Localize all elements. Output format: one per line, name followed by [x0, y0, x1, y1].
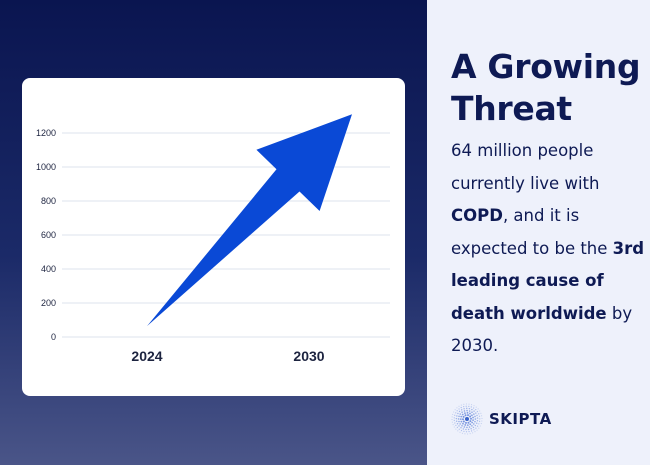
x-tick-label-2024: 2024	[131, 348, 162, 364]
body-text-part3: by 2030.	[451, 303, 633, 356]
body-text-part1: 64 million people currently live with	[451, 141, 600, 193]
headline: A Growing Threat	[451, 47, 641, 128]
y-tick-label-200: 200	[41, 298, 56, 308]
body-term: COPD	[451, 206, 503, 225]
growth-chart: 0 200 400 600 800 1000 1200 2024 2030	[36, 114, 390, 364]
y-tick-label-1000: 1000	[36, 162, 56, 172]
y-tick-label-0: 0	[51, 332, 56, 342]
x-tick-label-2030: 2030	[293, 348, 324, 364]
left-panel: 0 200 400 600 800 1000 1200 2024 2030	[0, 0, 427, 465]
y-tick-label-600: 600	[41, 230, 56, 240]
starburst-logo-icon	[451, 403, 483, 435]
right-panel: A Growing Threat 64 million people curre…	[427, 0, 650, 465]
body-text: 64 million people currently live with CO…	[451, 135, 647, 363]
y-tick-label-1200: 1200	[36, 128, 56, 138]
brand-logo: SKIPTA	[451, 402, 552, 436]
body-highlight: 3rd leading cause of death worldwide	[451, 238, 645, 323]
y-tick-label-400: 400	[41, 264, 56, 274]
brand-name: SKIPTA	[489, 410, 552, 428]
chart-card: 0 200 400 600 800 1000 1200 2024 2030	[22, 78, 405, 396]
body-text-part2: , and it is expected to be the	[451, 206, 613, 258]
y-tick-label-800: 800	[41, 196, 56, 206]
growth-arrow	[147, 114, 352, 327]
